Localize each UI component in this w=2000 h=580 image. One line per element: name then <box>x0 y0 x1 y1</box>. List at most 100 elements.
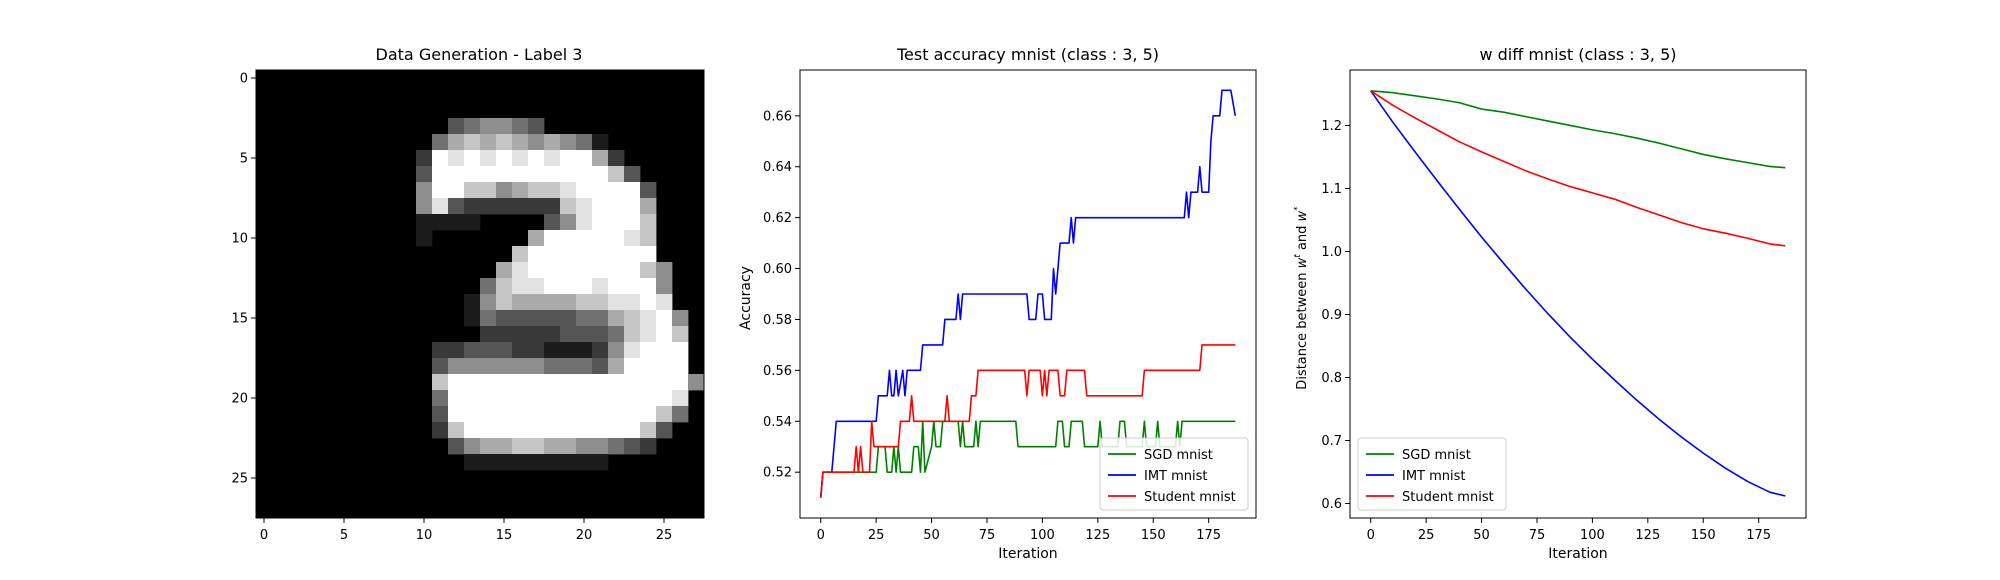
image-pixel <box>496 390 513 407</box>
image-pixel <box>496 294 513 311</box>
image-pixel <box>512 342 529 359</box>
image-pixel <box>656 390 673 407</box>
image-pixel <box>512 358 529 375</box>
series-line <box>1370 90 1786 497</box>
image-pixel <box>560 198 577 215</box>
image-pixel <box>528 374 545 391</box>
image-pixel <box>640 342 657 359</box>
image-pixel <box>592 198 609 215</box>
image-pixel <box>608 374 625 391</box>
image-pixel <box>624 326 641 343</box>
image-pixel <box>416 150 433 167</box>
x-tick-label: 100 <box>1030 528 1055 543</box>
legend-label: Student mnist <box>1144 490 1236 505</box>
image-pixel <box>544 198 561 215</box>
image-pixel <box>640 246 657 263</box>
image-pixel <box>512 310 529 327</box>
image-pixel <box>464 118 481 135</box>
image-pixel <box>416 198 433 215</box>
image-pixel <box>640 262 657 279</box>
image-pixel <box>624 182 641 199</box>
image-pixel <box>464 294 481 311</box>
image-pixel <box>464 214 481 231</box>
image-pixel <box>624 230 641 247</box>
image-pixel <box>656 358 673 375</box>
legend-label: IMT mnist <box>1144 469 1208 484</box>
image-pixel <box>592 374 609 391</box>
image-pixel <box>448 134 465 151</box>
legend-label: SGD mnist <box>1144 448 1213 463</box>
wdiff-y-label-w2: w <box>1295 210 1310 221</box>
wdiff-legend: SGD mnist IMT mnist Student mnist <box>1357 437 1507 511</box>
image-pixel <box>416 182 433 199</box>
image-pixel <box>640 294 657 311</box>
image-pixel <box>480 134 497 151</box>
image-pixel <box>528 134 545 151</box>
image-pixel <box>576 374 593 391</box>
y-tick-label: 0.56 <box>763 364 792 379</box>
image-pixel <box>656 422 673 439</box>
image-pixel <box>464 406 481 423</box>
image-pixel <box>480 198 497 215</box>
image-pixel <box>608 182 625 199</box>
image-pixel <box>464 134 481 151</box>
image-pixel <box>608 390 625 407</box>
x-tick-label: 125 <box>1635 528 1660 543</box>
image-x-tick-label: 5 <box>340 528 348 543</box>
image-pixel <box>480 390 497 407</box>
image-pixel <box>624 246 641 263</box>
image-pixel <box>544 454 561 471</box>
image-pixel <box>656 294 673 311</box>
image-pixel <box>608 230 625 247</box>
image-pixel <box>528 454 545 471</box>
image-pixel <box>640 326 657 343</box>
image-pixel <box>432 214 449 231</box>
image-pixel <box>512 406 529 423</box>
image-pixel <box>448 438 465 455</box>
image-pixel <box>512 182 529 199</box>
image-pixel <box>592 214 609 231</box>
image-pixel <box>560 182 577 199</box>
legend-box <box>1357 437 1507 511</box>
image-pixel <box>560 294 577 311</box>
image-pixel <box>608 422 625 439</box>
image-pixel <box>560 150 577 167</box>
accuracy-chart-title: Test accuracy mnist (class : 3, 5) <box>896 45 1159 64</box>
image-pixel <box>672 374 689 391</box>
x-tick-label: 25 <box>1418 528 1435 543</box>
image-pixel <box>560 358 577 375</box>
legend-box <box>1099 437 1249 511</box>
image-pixel <box>576 150 593 167</box>
image-pixel <box>640 278 657 295</box>
image-pixel <box>640 374 657 391</box>
image-pixel <box>512 118 529 135</box>
image-pixel <box>480 358 497 375</box>
image-pixel <box>528 358 545 375</box>
image-pixel <box>576 278 593 295</box>
image-pixel <box>560 134 577 151</box>
image-pixel <box>544 230 561 247</box>
image-pixel <box>560 278 577 295</box>
image-pixel <box>624 166 641 183</box>
image-pixel <box>432 166 449 183</box>
image-pixel <box>512 278 529 295</box>
image-pixel <box>528 390 545 407</box>
x-tick-label: 150 <box>1141 528 1166 543</box>
image-pixel <box>448 406 465 423</box>
image-pixel <box>528 342 545 359</box>
image-pixel <box>640 230 657 247</box>
image-pixel <box>592 310 609 327</box>
image-pixel <box>432 358 449 375</box>
image-pixel <box>640 390 657 407</box>
image-pixel <box>528 118 545 135</box>
image-pixel <box>672 358 689 375</box>
image-pixel <box>576 406 593 423</box>
accuracy-y-ticks: 0.52 0.54 0.56 0.58 0.60 0.62 0.64 0.66 <box>763 109 800 481</box>
accuracy-plot-frame <box>799 69 1257 519</box>
image-pixel <box>672 310 689 327</box>
image-pixel <box>448 422 465 439</box>
image-x-tick-label: 15 <box>496 528 513 543</box>
image-frame <box>255 69 705 519</box>
accuracy-chart: Test accuracy mnist (class : 3, 5) 0 25 50… <box>738 45 1257 562</box>
image-pixel <box>560 230 577 247</box>
